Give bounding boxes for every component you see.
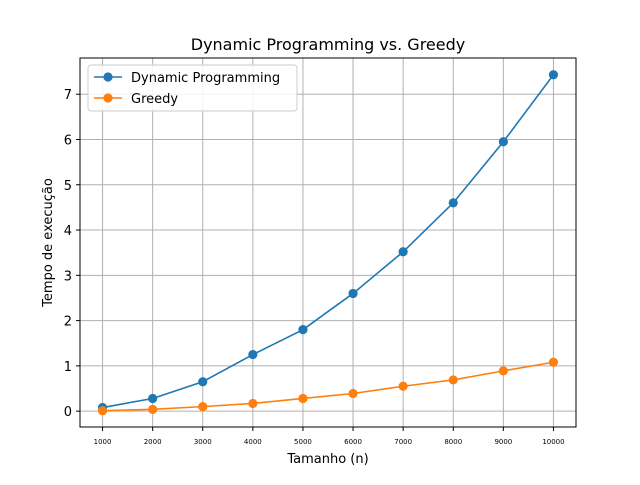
x-tick-label: 3000 bbox=[194, 438, 212, 446]
series-line-dynamic-programming bbox=[102, 74, 555, 409]
data-point-dynamic-programming bbox=[248, 349, 258, 360]
data-point-greedy bbox=[248, 398, 258, 409]
x-tick-label: 4000 bbox=[244, 438, 262, 446]
y-tick-label: 6 bbox=[64, 133, 72, 148]
legend-marker-dynamic-programming bbox=[103, 72, 113, 82]
y-tick-label: 5 bbox=[64, 179, 72, 194]
x-tick-label: 10000 bbox=[542, 438, 564, 446]
x-tick-label: 8000 bbox=[444, 438, 462, 446]
data-point-dynamic-programming bbox=[148, 393, 158, 404]
data-point-greedy bbox=[97, 406, 108, 416]
legend: Dynamic Programming Greedy bbox=[87, 64, 298, 112]
x-axis-label: Tamanho (n) bbox=[286, 452, 368, 467]
data-point-dynamic-programming bbox=[348, 288, 358, 299]
data-point-dynamic-programming bbox=[448, 198, 458, 208]
data-point-greedy bbox=[498, 366, 508, 376]
y-tick-label: 2 bbox=[64, 315, 72, 330]
legend-label-greedy: Greedy bbox=[131, 92, 178, 107]
y-tick-label: 7 bbox=[64, 88, 72, 103]
series-line-greedy bbox=[102, 361, 554, 412]
data-point-dynamic-programming bbox=[198, 377, 208, 387]
x-tick-label: 2000 bbox=[144, 438, 162, 446]
data-point-dynamic-programming bbox=[498, 137, 508, 147]
y-axis-label: Tempo de execução bbox=[41, 178, 56, 308]
data-point-greedy bbox=[348, 388, 358, 399]
x-tick-label: 9000 bbox=[494, 438, 512, 446]
y-tick-label: 0 bbox=[64, 405, 72, 420]
series-layer bbox=[97, 70, 559, 416]
y-tick-label: 3 bbox=[64, 269, 72, 284]
data-point-greedy bbox=[398, 381, 408, 391]
legend-box bbox=[87, 64, 298, 112]
legend-marker-greedy bbox=[103, 93, 113, 103]
data-point-greedy bbox=[548, 357, 559, 367]
legend-label-dynamic-programming: Dynamic Programming bbox=[131, 71, 280, 86]
x-tick-label: 7000 bbox=[394, 438, 412, 446]
data-point-greedy bbox=[148, 404, 158, 414]
x-tick-label: 6000 bbox=[344, 438, 362, 446]
tick-layer: 1000 2000 3000 4000 5000 6000 7000 8000 9000 1000… bbox=[64, 88, 565, 446]
plot-frame bbox=[79, 57, 577, 428]
data-point-greedy bbox=[448, 375, 458, 385]
y-tick-label: 1 bbox=[64, 360, 72, 375]
data-point-dynamic-programming bbox=[398, 247, 408, 257]
data-point-greedy bbox=[298, 393, 308, 404]
y-tick-label: 4 bbox=[64, 224, 72, 239]
chart-title: Dynamic Programming vs. Greedy bbox=[191, 35, 465, 54]
x-tick-label: 5000 bbox=[294, 438, 312, 446]
data-point-greedy bbox=[198, 402, 208, 412]
data-point-dynamic-programming bbox=[298, 325, 308, 335]
data-point-dynamic-programming bbox=[548, 70, 559, 80]
x-tick-label: 1000 bbox=[94, 438, 112, 446]
